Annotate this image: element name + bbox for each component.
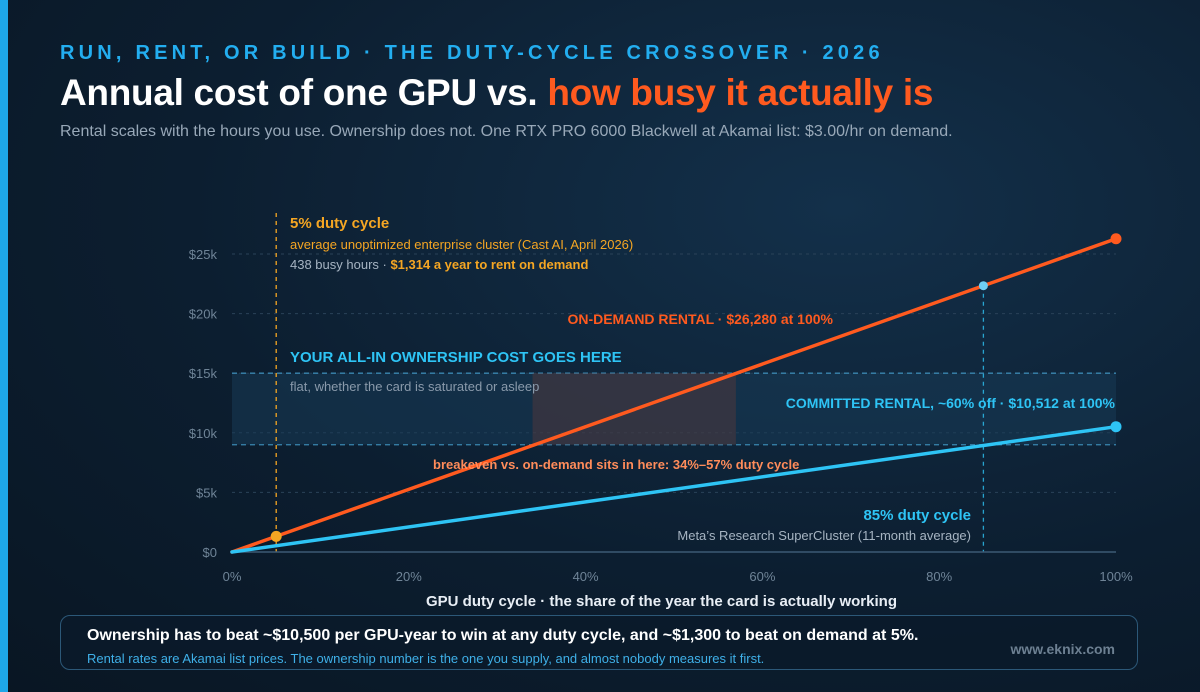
duty5-line2-prefix: 438 busy hours · (290, 257, 390, 272)
y-tick-label: $5k (196, 485, 217, 500)
duty5-line1: average unoptimized enterprise cluster (… (290, 237, 633, 252)
axis-layer: $0 $5k $10k $15k $20k $25k 0% 20% 40% 60% 80% 100% (189, 247, 1133, 584)
x-tick-label: 80% (926, 569, 952, 584)
page-subtitle: Rental scales with the hours you use. Ow… (60, 123, 953, 140)
eyebrow-heading: RUN, RENT, OR BUILD · THE DUTY-CYCLE CRO… (60, 42, 884, 64)
ownership-band-note: flat, whether the card is saturated or a… (290, 379, 539, 394)
footer-main-text: Ownership has to beat ~$10,500 per GPU-y… (87, 627, 919, 644)
footer-sub-text: Rental rates are Akamai list prices. The… (87, 651, 765, 666)
y-tick-label: $15k (189, 366, 218, 381)
x-tick-label: 20% (396, 569, 422, 584)
duty85-point (978, 281, 988, 291)
band-layer (232, 213, 1116, 552)
x-axis-label: GPU duty cycle · the share of the year t… (426, 593, 897, 610)
duty5-title: 5% duty cycle (290, 215, 389, 232)
on-demand-endpoint (1110, 233, 1122, 245)
on-demand-series-label: ON-DEMAND RENTAL · $26,280 at 100% (567, 311, 833, 327)
ownership-band (232, 373, 1116, 445)
duty5-line2-bold: $1,314 a year to rent on demand (390, 257, 588, 272)
committed-series-label: COMMITTED RENTAL, ~60% off · $10,512 at … (786, 395, 1116, 411)
footer-brand: www.eknix.com (1010, 641, 1115, 657)
x-tick-label: 100% (1099, 569, 1133, 584)
duty85-line1: Meta’s Research SuperCluster (11-month a… (677, 528, 971, 543)
footer-callout: Ownership has to beat ~$10,500 per GPU-y… (60, 615, 1138, 670)
ownership-band-title: YOUR ALL-IN OWNERSHIP COST GOES HERE (290, 349, 622, 366)
y-tick-label: $10k (189, 426, 218, 441)
y-tick-label: $0 (203, 545, 217, 560)
x-tick-label: 60% (749, 569, 775, 584)
title-highlight: how busy it actually is (547, 72, 934, 113)
on-demand-rental-line (230, 236, 1118, 554)
title-main: Annual cost of one GPU vs. (60, 72, 548, 113)
series-layer (230, 233, 1122, 554)
y-tick-label: $20k (189, 307, 218, 322)
duty5-point (270, 530, 282, 542)
duty85-title: 85% duty cycle (863, 507, 971, 524)
committed-rental-line (230, 424, 1118, 554)
duty5-line2: 438 busy hours · $1,314 a year to rent o… (290, 257, 588, 272)
x-tick-label: 0% (223, 569, 242, 584)
page-title: Annual cost of one GPU vs. how busy it a… (60, 72, 933, 114)
breakeven-label: breakeven vs. on-demand sits in here: 34… (433, 457, 799, 472)
y-tick-label: $25k (189, 247, 218, 262)
left-accent-bar (0, 0, 8, 692)
committed-endpoint (1110, 421, 1122, 433)
x-tick-label: 40% (573, 569, 599, 584)
